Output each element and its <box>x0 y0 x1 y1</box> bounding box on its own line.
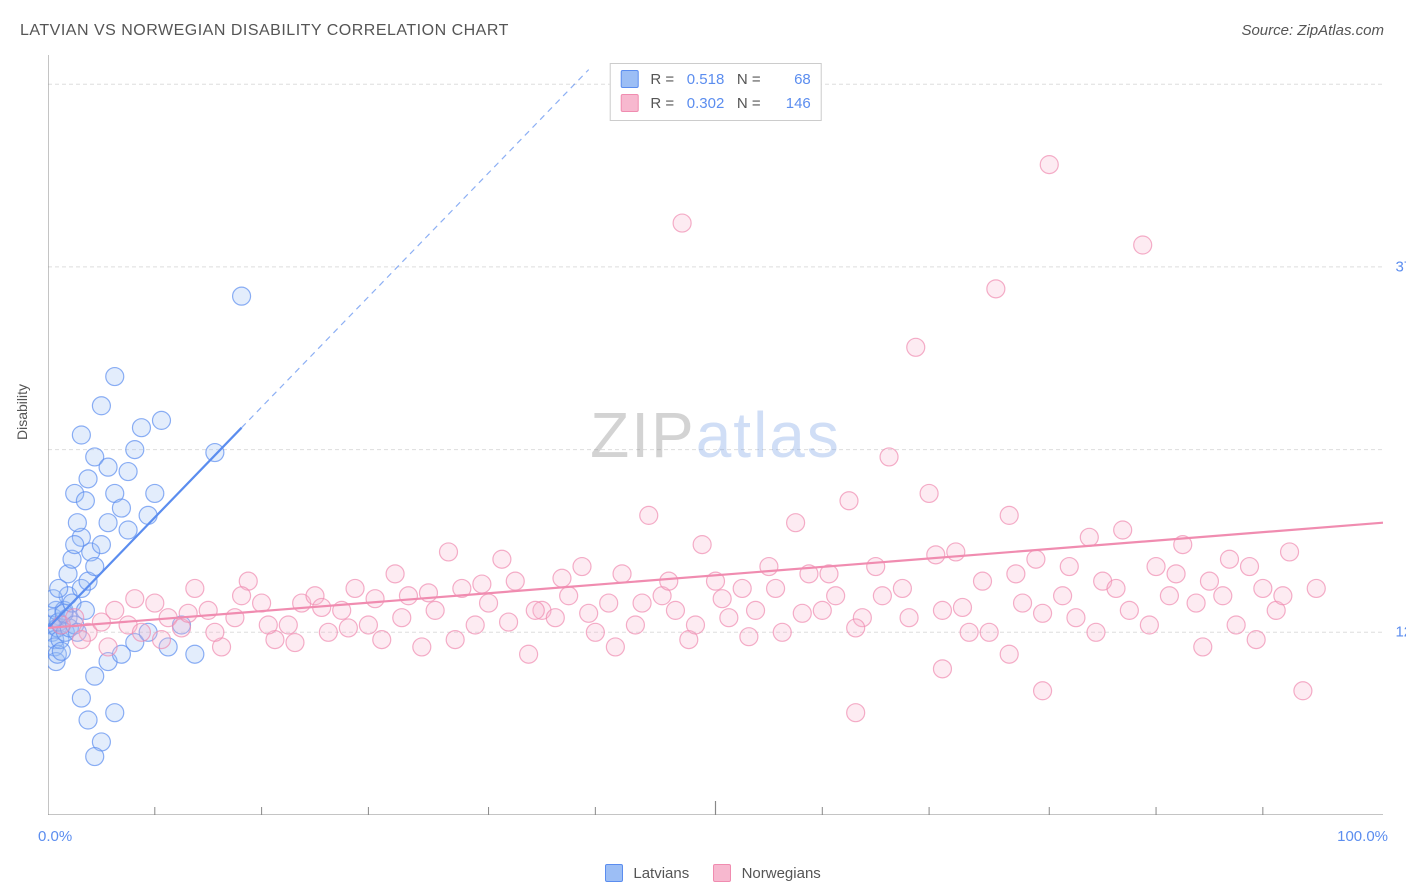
y-tick-label: 37.5% <box>1395 258 1406 275</box>
chart-container: ZIPatlas R = 0.518 N = 68 R = 0.302 N = … <box>48 55 1383 815</box>
legend-r-value-latvians: 0.518 <box>678 68 724 92</box>
legend-n-value-latvians: 68 <box>765 68 811 92</box>
legend-swatch-norwegians <box>713 864 731 882</box>
legend-row-latvians: R = 0.518 N = 68 <box>620 68 811 92</box>
legend-swatch-latvians <box>620 70 638 88</box>
legend-n-label: N = <box>737 71 761 88</box>
y-axis-label: Disability <box>14 384 30 440</box>
chart-title: LATVIAN VS NORWEGIAN DISABILITY CORRELAT… <box>20 22 509 40</box>
series-legend: Latvians Norwegians <box>0 864 1406 882</box>
y-tick-label: 12.5% <box>1395 624 1406 641</box>
x-axis-max-label: 100.0% <box>1337 828 1388 845</box>
legend-label-norwegians: Norwegians <box>742 865 821 882</box>
legend-n-label: N = <box>737 95 761 112</box>
legend-label-latvians: Latvians <box>633 865 689 882</box>
legend-r-label: R = <box>650 71 674 88</box>
legend-r-label: R = <box>650 95 674 112</box>
legend-swatch-latvians <box>605 864 623 882</box>
legend-n-value-norwegians: 146 <box>765 92 811 116</box>
legend-swatch-norwegians <box>620 94 638 112</box>
correlation-legend: R = 0.518 N = 68 R = 0.302 N = 146 <box>609 63 822 121</box>
legend-r-value-norwegians: 0.302 <box>678 92 724 116</box>
scatter-plot <box>48 55 1383 815</box>
x-axis-min-label: 0.0% <box>38 828 72 845</box>
legend-row-norwegians: R = 0.302 N = 146 <box>620 92 811 116</box>
chart-source: Source: ZipAtlas.com <box>1241 22 1384 39</box>
